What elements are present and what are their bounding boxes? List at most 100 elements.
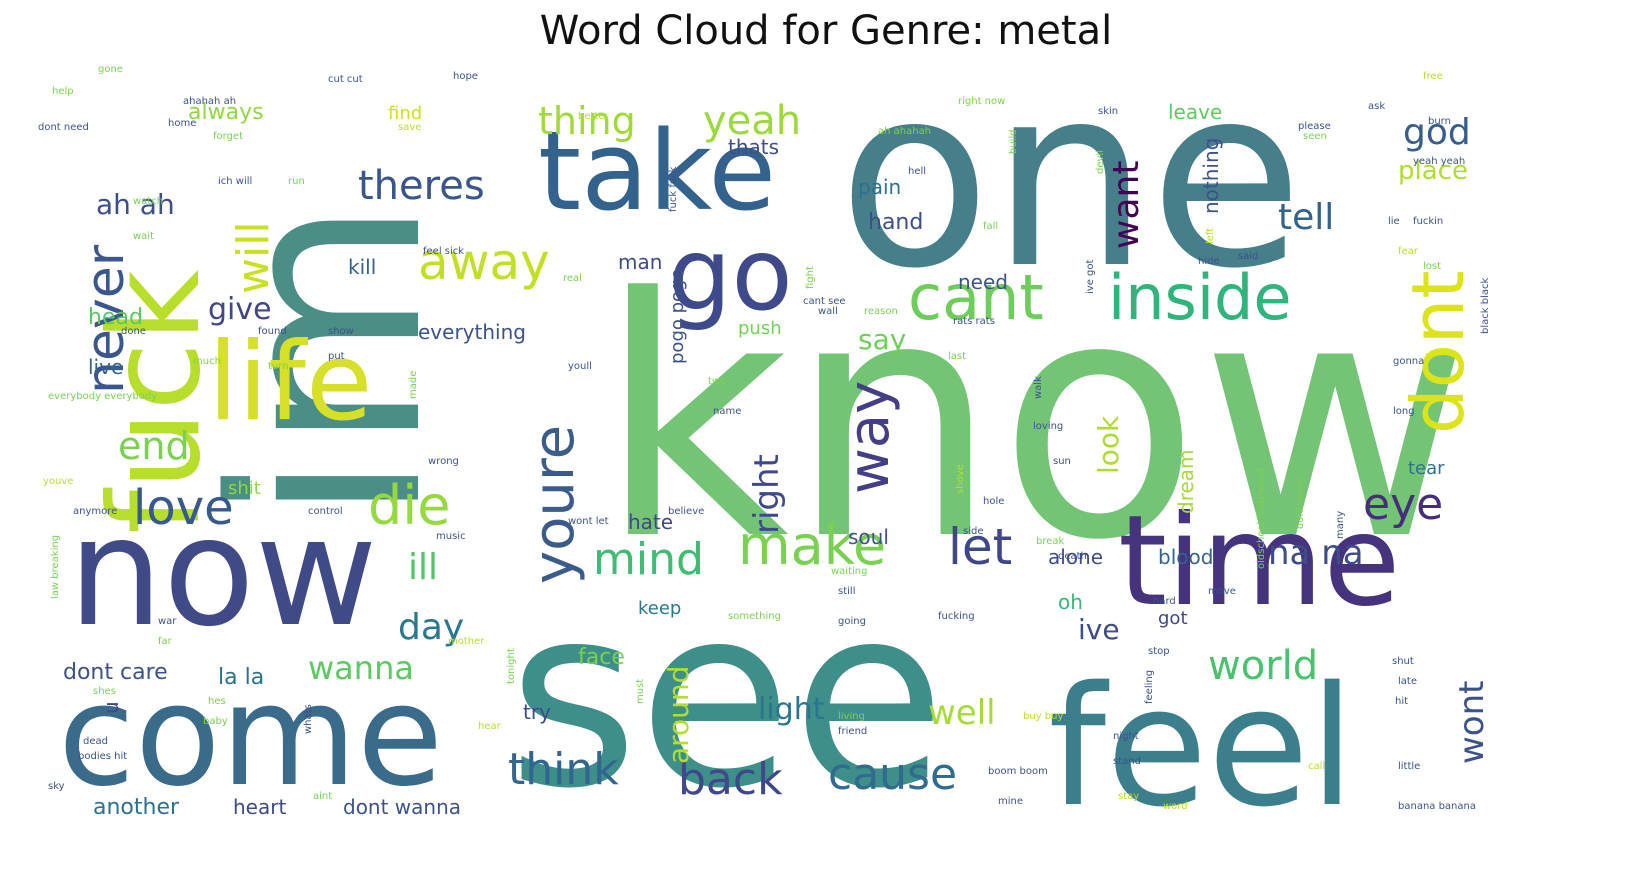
word-ive-got: ive got xyxy=(1085,260,1096,294)
word-need: need xyxy=(958,270,1008,294)
word-yeah-yeah: yeah yeah xyxy=(1413,156,1465,167)
word-much: much xyxy=(193,356,221,367)
word-hate: hate xyxy=(628,510,673,534)
word-lie: lie xyxy=(1388,216,1400,227)
word-well: well xyxy=(928,693,996,733)
word-whats: whats xyxy=(303,704,314,734)
word-im: im xyxy=(178,198,480,524)
word-na-na: na na xyxy=(1268,533,1364,573)
word-one: one xyxy=(838,64,1303,323)
word-man: man xyxy=(618,250,662,274)
word-ive: ive xyxy=(1078,613,1120,646)
chart-title: Word Cloud for Genre: metal xyxy=(539,8,1113,54)
word-nothing: nothing xyxy=(1199,138,1223,214)
word-watch: watch xyxy=(133,196,163,207)
word-made: made xyxy=(408,371,419,399)
word-shut: shut xyxy=(1392,656,1414,667)
word-said: said xyxy=(1238,251,1258,262)
word-war: war xyxy=(158,616,177,627)
word-die: die xyxy=(368,474,451,537)
word-youre: youre xyxy=(522,425,587,584)
word-shes: shes xyxy=(93,686,116,697)
word-many: many xyxy=(1335,511,1346,539)
word-fear: fear xyxy=(1398,246,1419,257)
word-try: try xyxy=(523,700,551,724)
word-time: time xyxy=(1118,489,1400,634)
word-keep: keep xyxy=(638,598,681,619)
word-see: see xyxy=(508,552,946,840)
word-buy-buy: buy buy xyxy=(1023,711,1063,722)
word-god: god xyxy=(1403,112,1471,153)
word-living: living xyxy=(838,711,865,722)
word-leave: leave xyxy=(1168,100,1222,124)
word-find: find xyxy=(388,103,422,124)
word-wall: wall xyxy=(818,306,838,317)
word-ahahah-ah: ahahah ah xyxy=(183,96,236,107)
word-think: think xyxy=(508,744,619,795)
word-alone: alone xyxy=(1048,545,1103,569)
word-hide: hide xyxy=(1198,256,1220,267)
word-tell: tell xyxy=(1278,197,1334,238)
word-hell: hell xyxy=(908,166,926,177)
word-reason: reason xyxy=(864,306,898,317)
word-life: life xyxy=(208,320,372,445)
word-never: never xyxy=(76,244,136,394)
word-la-la: la la xyxy=(218,665,264,690)
word-turn: turn xyxy=(268,361,289,372)
word-fuck-fuck: fuck fuck xyxy=(668,166,679,212)
word-waiting: waiting xyxy=(831,566,867,577)
word-call: call xyxy=(1308,761,1325,772)
word-long: long xyxy=(1393,406,1415,417)
word-skin: skin xyxy=(1098,106,1118,117)
word-sun: sun xyxy=(1053,456,1071,467)
word-pain: pain xyxy=(858,175,901,199)
word-cloud: knowseeoneimfeeltimecomenowfucktakelifeg… xyxy=(38,64,1598,840)
word-shove: shove xyxy=(955,464,966,494)
word-bodies-hit: bodies hit xyxy=(78,751,127,762)
word-shit: shit xyxy=(228,478,261,499)
word-youve: youve xyxy=(43,476,73,487)
word-must: must xyxy=(635,679,646,704)
word-run: run xyxy=(288,176,305,187)
word-dont-care: dont care xyxy=(63,660,168,685)
word-yeah: yeah xyxy=(703,98,801,144)
word-say: say xyxy=(858,323,906,356)
word-fall: fall xyxy=(983,221,998,232)
word-better: better xyxy=(578,111,609,122)
word-mine: mine xyxy=(998,796,1023,807)
word-far: far xyxy=(158,636,173,647)
word-everybody-everybody: everybody everybody xyxy=(48,391,157,402)
word-hole: hole xyxy=(983,496,1004,507)
word-thats: thats xyxy=(728,135,779,159)
word-two: two xyxy=(708,376,726,387)
word-going: going xyxy=(838,616,866,627)
word-loving: loving xyxy=(1033,421,1063,432)
word-look: look xyxy=(1092,415,1125,474)
word-put: put xyxy=(328,351,345,362)
word-burn: burn xyxy=(1428,116,1451,127)
word-hear: hear xyxy=(478,721,502,732)
word-word: word xyxy=(1163,801,1188,812)
word-hes: hes xyxy=(208,696,226,707)
word-always: always xyxy=(188,100,264,125)
word-end: end xyxy=(118,424,190,468)
word-wanna: wanna xyxy=(308,649,414,687)
word-theres: theres xyxy=(358,163,485,209)
word-devil: devil xyxy=(1095,150,1106,174)
word-music: music xyxy=(436,531,466,542)
word-black-black: black black xyxy=(1480,278,1491,334)
word-stay: stay xyxy=(1118,791,1139,802)
word-youll: youll xyxy=(568,361,592,372)
word-inside: inside xyxy=(1108,261,1292,334)
word-something: something xyxy=(728,611,781,622)
word-still: still xyxy=(838,586,855,597)
word-move: move xyxy=(1208,586,1236,597)
word-come: come xyxy=(58,655,443,818)
word-back: back xyxy=(678,754,783,805)
word-name: name xyxy=(713,406,741,417)
word-baby: baby xyxy=(203,716,228,727)
word-way: way xyxy=(837,381,902,494)
word-wait: wait xyxy=(133,231,154,242)
word-tear: tear xyxy=(1408,458,1445,479)
word-head: head xyxy=(88,305,143,330)
